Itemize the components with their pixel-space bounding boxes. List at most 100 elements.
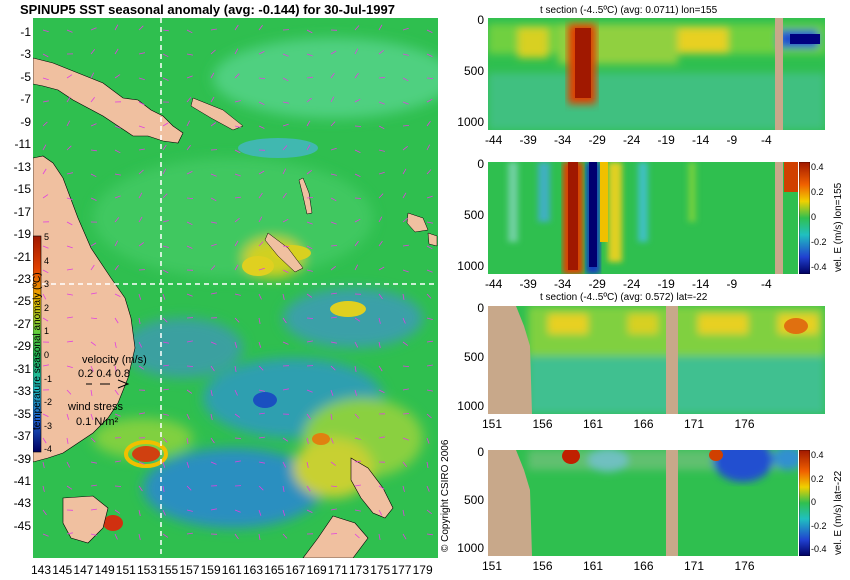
land-new-zealand-north	[350, 457, 394, 519]
hotspot-east-1	[330, 301, 366, 317]
velocity-arrow	[162, 144, 167, 151]
velocity-arrow	[162, 269, 169, 274]
velocity-arrow	[138, 341, 143, 348]
section-panel-2	[488, 162, 798, 274]
velocity-arrow	[42, 100, 49, 103]
velocity-arrow	[258, 293, 262, 300]
velocity-arrow	[90, 292, 97, 295]
velocity-arrow	[138, 293, 142, 300]
map-lon-tick: 163	[243, 563, 264, 577]
panel1-y-tick: 1000	[457, 115, 484, 129]
velocity-arrow	[66, 120, 71, 127]
map-lat-tick: -41	[13, 474, 31, 488]
velocity-arrow	[42, 194, 49, 199]
velocity-arrow	[354, 317, 361, 322]
velocity-arrow	[234, 341, 238, 348]
velocity-arrow	[354, 25, 360, 31]
velocity-arrow	[306, 340, 313, 343]
hotspot-bass	[103, 515, 123, 531]
velocity-arrow	[258, 241, 264, 247]
velocity-arrow	[42, 121, 48, 127]
land-png	[33, 57, 184, 144]
velocity-arrow	[114, 240, 119, 247]
velocity-arrow	[210, 389, 213, 396]
panel2-y-tick: 500	[463, 208, 484, 222]
velocity-arrow	[306, 29, 313, 34]
velocity-arrow	[258, 436, 265, 439]
velocity-arrow	[138, 192, 143, 199]
panel2-colorbar-tick: 0	[811, 212, 817, 222]
velocity-arrow	[162, 193, 168, 199]
panel1-x-tick: -29	[588, 133, 606, 147]
velocity-arrow	[162, 122, 169, 127]
velocity-arrow	[90, 461, 97, 464]
map-lat-tick: -43	[13, 496, 31, 511]
velocity-arrow	[378, 49, 384, 55]
velocity-arrow	[330, 316, 337, 319]
velocity-arrow	[210, 265, 216, 271]
velocity-arrow	[426, 245, 433, 250]
velocity-arrow	[306, 461, 309, 468]
velocity-arrow	[330, 389, 334, 396]
map-colorbar	[33, 235, 42, 453]
panel4-colorbar-tick: -0.2	[811, 520, 827, 531]
map-colorbar-tick: -4	[44, 444, 53, 455]
velocity-arrow	[66, 29, 73, 33]
hotspot-tasman	[132, 446, 160, 462]
velocity-arrow	[426, 120, 431, 127]
velocity-arrow	[354, 365, 357, 372]
map-lat-tick: -33	[13, 384, 31, 399]
velocity-arrow	[42, 29, 49, 33]
velocity-arrow	[162, 29, 169, 32]
velocity-arrow	[162, 413, 169, 416]
velocity-arrow	[234, 293, 241, 296]
velocity-arrow	[402, 168, 407, 175]
velocity-arrow	[42, 53, 49, 58]
map-lon-tick: 161	[221, 563, 242, 577]
velocity-arrow	[66, 197, 73, 201]
velocity-arrow	[258, 101, 265, 106]
velocity-arrow	[306, 76, 313, 79]
velocity-arrow	[378, 317, 381, 324]
velocity-arrow	[426, 195, 433, 199]
velocity-arrow	[402, 388, 409, 391]
velocity-arrow	[66, 413, 70, 420]
velocity-arrow	[234, 217, 240, 223]
velocity-arrow	[378, 240, 383, 247]
velocity-arrow	[114, 217, 120, 223]
velocity-arrow	[66, 74, 73, 79]
velocity-arrow	[42, 509, 47, 516]
velocity-arrow	[402, 413, 410, 415]
velocity-arrow	[114, 264, 119, 271]
velocity-arrow	[234, 149, 241, 154]
velocity-arrow	[114, 74, 121, 79]
velocity-arrow	[258, 267, 265, 271]
velocity-arrow	[330, 341, 337, 344]
velocity-arrow	[66, 485, 73, 490]
velocity-legend-label: velocity (m/s)	[82, 354, 147, 366]
velocity-arrow	[258, 389, 265, 392]
velocity-arrow	[258, 365, 264, 371]
velocity-arrow	[234, 196, 241, 199]
panel4-colorbar-tick: 0.4	[811, 450, 824, 460]
velocity-arrow	[42, 317, 49, 322]
velocity-arrow	[90, 533, 97, 536]
velocity-arrow	[234, 460, 241, 463]
velocity-arrow	[90, 389, 93, 396]
panel1-y-tick: 0	[477, 13, 484, 27]
velocity-arrow	[378, 101, 385, 105]
velocity-arrow	[138, 52, 145, 55]
velocity-arrow	[306, 269, 313, 272]
map-lon-tick: 173	[349, 563, 370, 577]
map-lon-tick: 153	[137, 563, 158, 577]
velocity-arrow	[306, 97, 312, 103]
velocity-arrow	[90, 437, 96, 443]
velocity-arrow	[234, 413, 241, 418]
panel2-x-tick: -9	[726, 277, 738, 291]
velocity-arrow	[90, 413, 94, 420]
panel4-x-tick: 176	[734, 559, 755, 573]
velocity-arrow	[138, 216, 143, 223]
velocity-arrow	[378, 149, 385, 152]
velocity-arrow	[258, 51, 265, 55]
velocity-arrow	[210, 221, 217, 224]
